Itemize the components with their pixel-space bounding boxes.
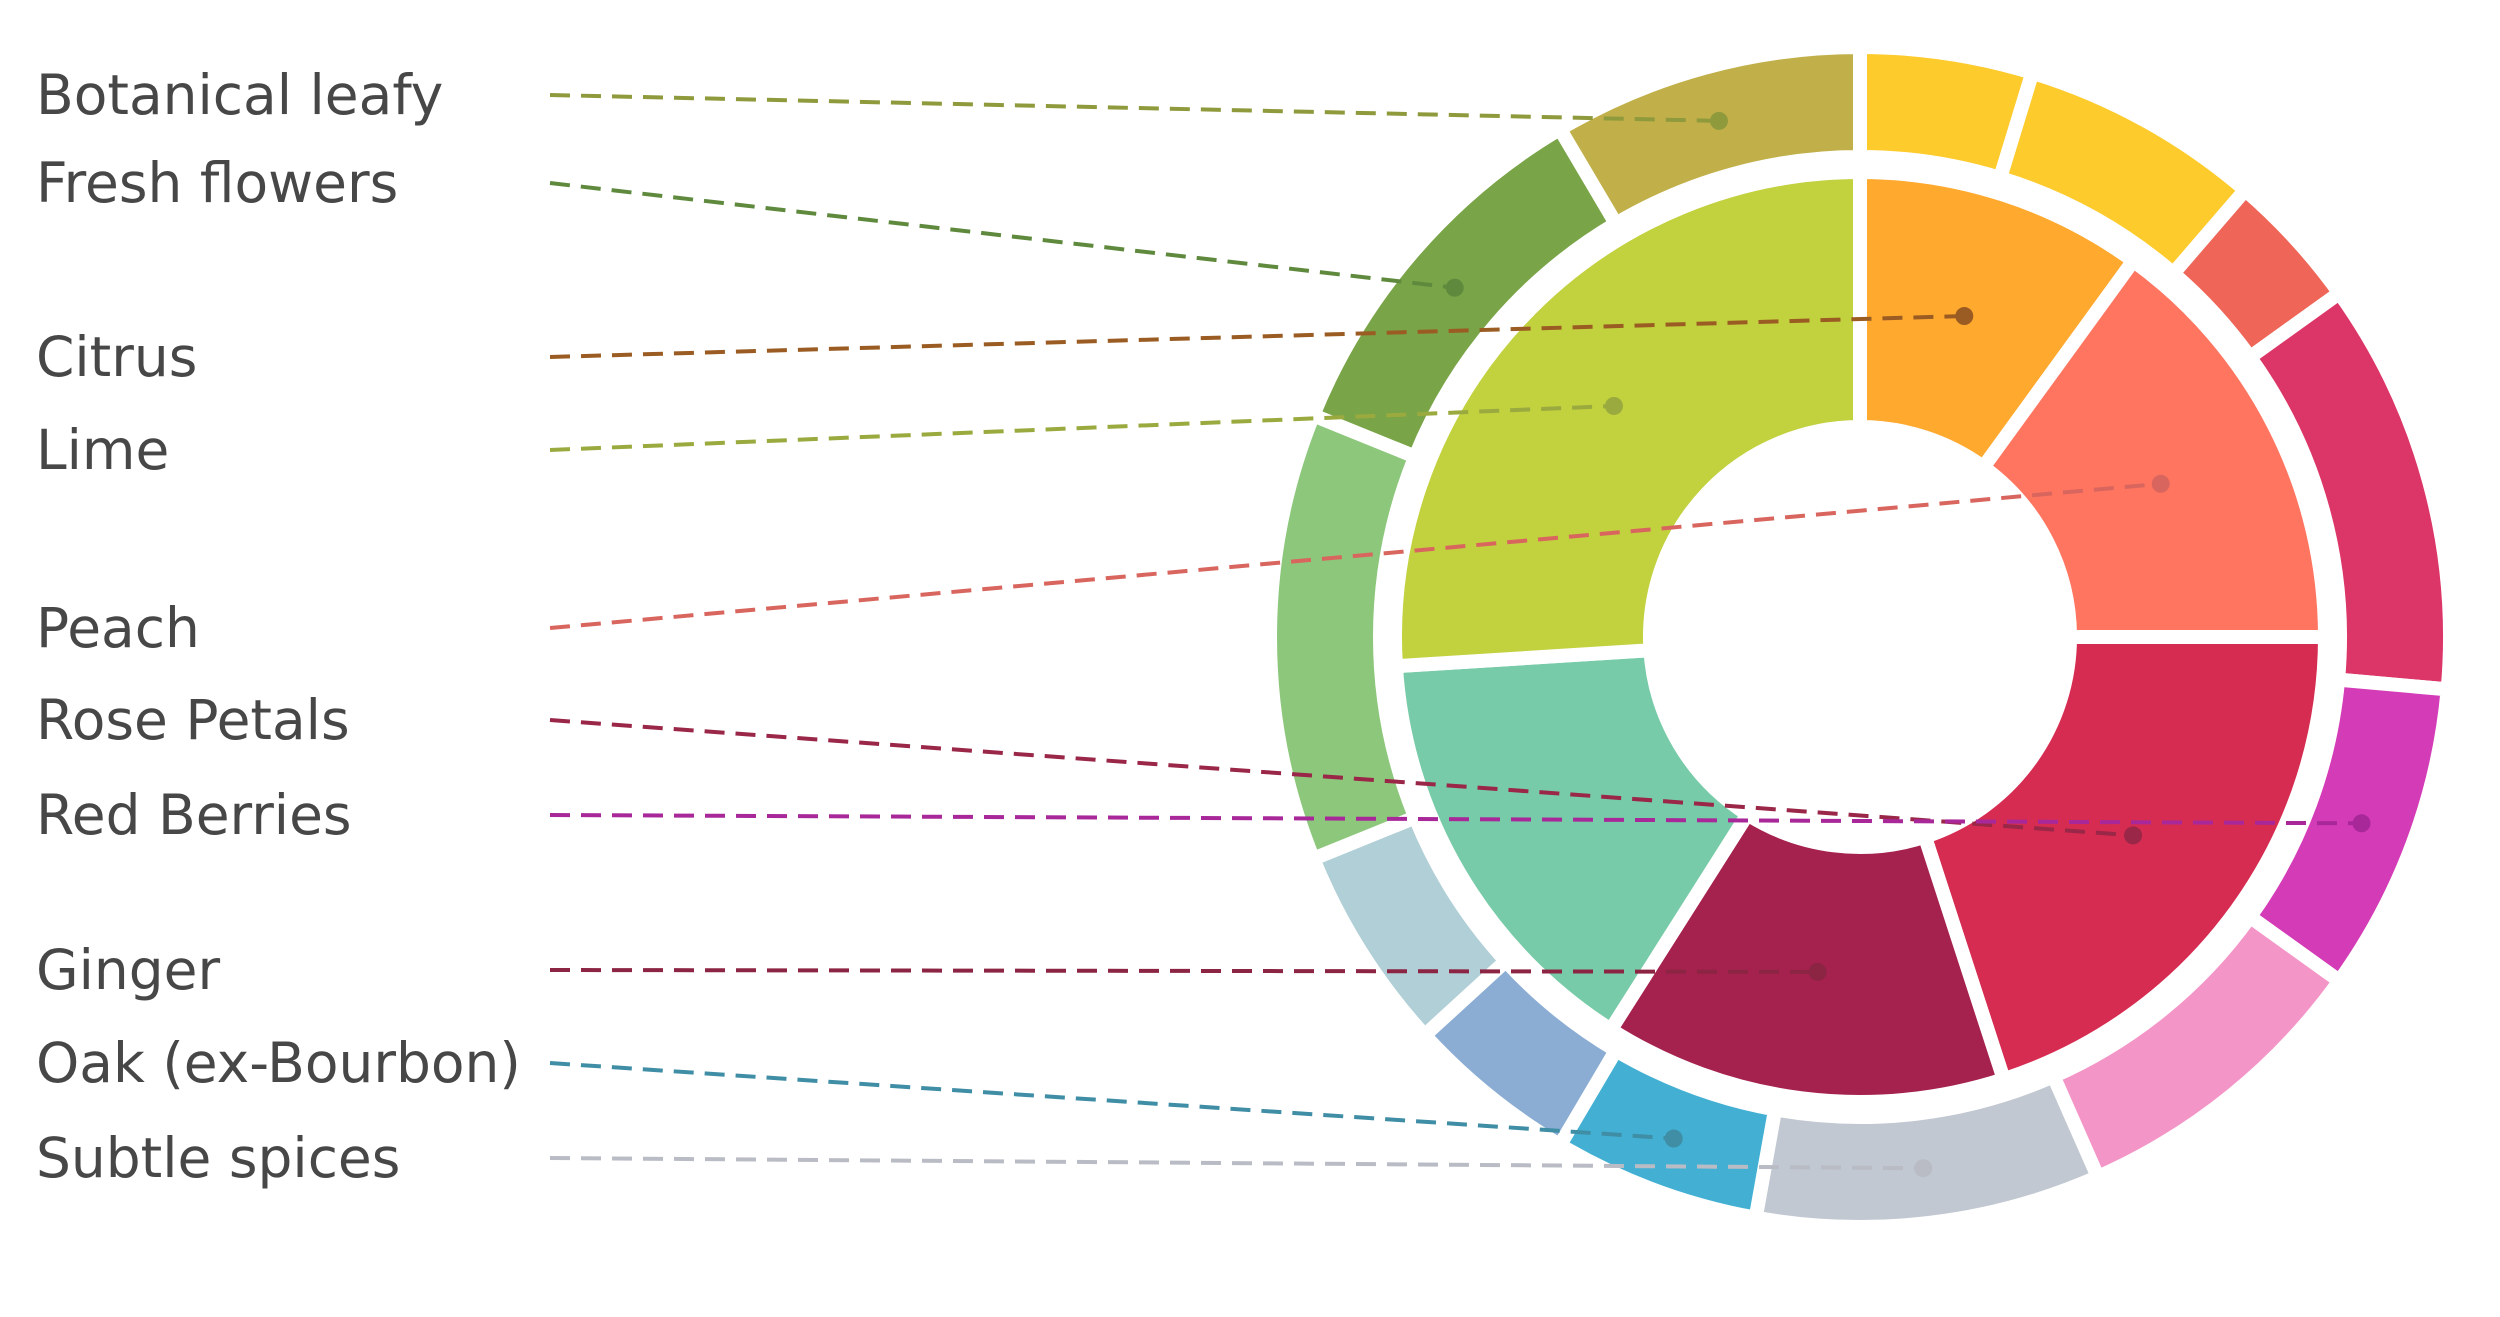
leader-dot-4 — [2151, 474, 2170, 493]
leader-line-2 — [549, 314, 1965, 359]
leader-dot-9 — [1914, 1159, 1933, 1178]
leader-line-7 — [549, 968, 1818, 974]
leader-dot-7 — [1808, 962, 1827, 981]
inner-slice-1 — [1973, 251, 2333, 644]
leader-dot-6 — [2352, 814, 2371, 833]
leader-line-1 — [549, 181, 1455, 290]
legend-label-8: Oak (ex-Bourbon) — [36, 1031, 521, 1095]
legend-label-0: Botanical leafy — [36, 63, 443, 127]
leader-lines — [549, 93, 2371, 1178]
leader-line-8 — [549, 1061, 1674, 1141]
legend-label-3: Lime — [36, 418, 169, 482]
legend-label-2: Citrus — [36, 325, 197, 389]
leader-line-9 — [549, 1156, 1924, 1171]
leader-dot-8 — [1664, 1129, 1683, 1148]
outer-ring — [1263, 39, 2457, 1234]
leader-dot-5 — [2124, 826, 2143, 845]
inner-slice-4 — [1388, 642, 1758, 1040]
inner-slice-2 — [1916, 630, 2333, 1089]
legend: Botanical leafy Fresh flowers Citrus Lime Pe… — [36, 63, 521, 1190]
legend-label-5: Rose Petals — [36, 688, 350, 752]
leader-line-0 — [549, 93, 1720, 123]
leader-line-6 — [549, 813, 2362, 826]
legend-label-6: Red Berries — [36, 783, 352, 847]
leader-dot-0 — [1709, 111, 1728, 130]
leader-dot-1 — [1445, 278, 1464, 297]
legend-label-9: Subtle spices — [36, 1126, 400, 1190]
legend-label-4: Peach — [36, 596, 200, 660]
legend-label-1: Fresh flowers — [36, 151, 398, 215]
inner-slice-0 — [1853, 164, 2144, 477]
leader-line-5 — [549, 718, 2134, 838]
outer-slice-12 — [1550, 39, 1867, 234]
leader-line-4 — [549, 481, 2161, 630]
inner-ring — [1388, 164, 2333, 1109]
legend-label-7: Ginger — [36, 938, 221, 1002]
leader-dot-2 — [1955, 307, 1974, 326]
leader-dot-3 — [1604, 396, 1623, 415]
leader-line-3 — [549, 403, 1615, 452]
